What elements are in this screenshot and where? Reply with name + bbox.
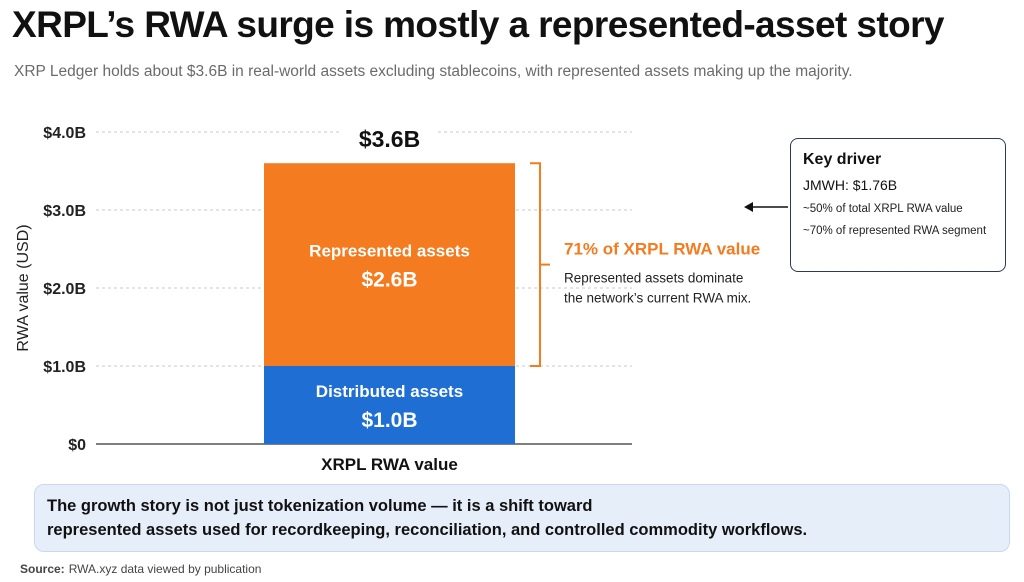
key-driver-line-2: ~70% of represented RWA segment xyxy=(803,225,987,237)
x-category-label: XRPL RWA value xyxy=(321,455,458,474)
bar-series-label: Distributed assets xyxy=(316,382,463,401)
y-tick-label: $3.0B xyxy=(43,203,86,220)
total-label-bg xyxy=(341,123,438,154)
annotation-bracket xyxy=(530,162,541,367)
y-axis-label: RWA value (USD) xyxy=(15,224,32,351)
insight-line-1: The growth story is not just tokenizatio… xyxy=(47,497,593,515)
key-driver-main: JMWH: $1.76B xyxy=(803,177,898,193)
y-tick-label: $0 xyxy=(68,437,86,454)
y-tick-label: $4.0B xyxy=(43,125,86,142)
chart-subtitle: XRP Ledger holds about $3.6B in real-wor… xyxy=(14,63,853,80)
chart-title: XRPL’s RWA surge is mostly a represented… xyxy=(12,4,944,45)
chart-area: $0 $1.0B $2.0B $3.0B $4.0B RWA value (USD) Dis… xyxy=(15,123,788,474)
y-tick-label: $2.0B xyxy=(43,281,86,298)
source-note: Source: RWA.xyz data viewed by publicatio… xyxy=(20,562,261,576)
key-driver-title: Key driver xyxy=(803,151,882,168)
bar-distributed-assets xyxy=(264,366,515,444)
bar-represented-assets xyxy=(264,163,515,366)
key-driver-line-1: ~50% of total XRPL RWA value xyxy=(803,203,963,215)
insight-line-2: represented assets used for recordkeepin… xyxy=(47,521,808,539)
y-tick-label: $1.0B xyxy=(43,359,86,376)
source-label: Source: xyxy=(20,562,65,576)
bar-series-label: Represented assets xyxy=(309,242,470,261)
total-value-label: $3.6B xyxy=(359,126,420,152)
annotation-headline: 71% of XRPL RWA value xyxy=(564,240,760,259)
bar-value-label: $2.6B xyxy=(361,269,417,292)
insight-box: The growth story is not just tokenizatio… xyxy=(34,484,1010,552)
annotation-text-line: the network’s current RWA mix. xyxy=(564,291,751,306)
key-driver-arrow-head xyxy=(744,202,753,212)
annotation-text-line: Represented assets dominate xyxy=(564,271,743,286)
bar-value-label: $1.0B xyxy=(361,409,417,432)
key-driver-box: Key driver JMWH: $1.76B ~50% of total XR… xyxy=(790,138,1006,272)
source-text: RWA.xyz data viewed by publication xyxy=(68,562,262,576)
